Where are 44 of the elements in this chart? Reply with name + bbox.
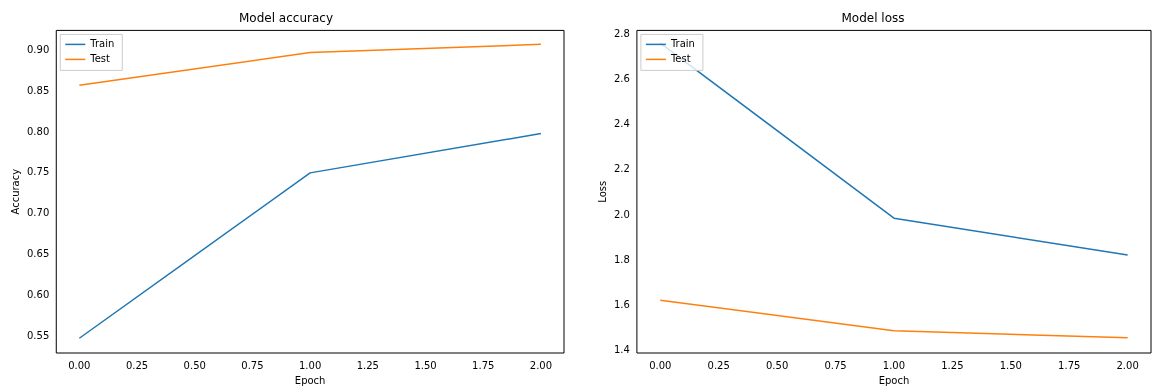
x-tick-label: 0.00 <box>68 359 91 371</box>
x-tick-label: 0.25 <box>707 359 730 371</box>
x-tick-label: 1.50 <box>999 359 1022 371</box>
chart-title: Model accuracy <box>239 11 333 26</box>
legend-label: Test <box>669 52 691 64</box>
y-axis-title: Loss <box>596 180 608 203</box>
x-tick-label: 2.00 <box>529 359 553 371</box>
y-tick-label: 0.65 <box>27 248 50 260</box>
x-tick-label: 1.50 <box>414 359 437 371</box>
y-tick-label: 0.75 <box>27 166 50 178</box>
chart-title: Model loss <box>841 11 905 26</box>
y-tick-label: 2.8 <box>614 27 630 39</box>
x-tick-label: 1.00 <box>299 359 322 371</box>
legend-label: Train <box>89 37 115 49</box>
y-tick-label: 1.4 <box>614 344 630 356</box>
y-tick-label: 2.6 <box>614 72 630 84</box>
y-tick-label: 0.80 <box>27 125 50 137</box>
x-axis-title: Epoch <box>294 374 326 386</box>
x-tick-label: 0.75 <box>824 359 847 371</box>
y-tick-label: 2.4 <box>614 118 630 130</box>
legend-label: Train <box>669 37 695 49</box>
y-tick-label: 0.85 <box>27 84 50 96</box>
x-tick-label: 0.75 <box>241 359 264 371</box>
y-tick-label: 0.60 <box>27 289 50 301</box>
y-tick-label: 2.0 <box>614 208 630 220</box>
x-tick-label: 1.00 <box>882 359 906 371</box>
y-tick-label: 2.2 <box>614 163 630 175</box>
x-tick-label: 1.25 <box>356 359 379 371</box>
x-tick-label: 1.25 <box>941 359 964 371</box>
x-tick-label: 0.25 <box>125 359 149 371</box>
x-tick-label: 1.75 <box>472 359 495 371</box>
legend-label: Test <box>89 52 111 64</box>
x-tick-label: 2.00 <box>1116 359 1139 371</box>
x-axis-title: Epoch <box>878 374 910 386</box>
y-tick-label: 1.8 <box>614 253 630 265</box>
x-tick-label: 0.50 <box>183 359 206 371</box>
x-tick-label: 1.75 <box>1058 359 1081 371</box>
y-axis-title: Accuracy <box>9 168 21 215</box>
y-tick-label: 1.6 <box>614 299 630 311</box>
y-tick-label: 0.90 <box>27 43 50 55</box>
x-tick-label: 0.50 <box>765 359 789 371</box>
y-tick-label: 0.55 <box>27 330 50 342</box>
x-tick-label: 0.00 <box>649 359 672 371</box>
y-tick-label: 0.70 <box>27 207 50 219</box>
